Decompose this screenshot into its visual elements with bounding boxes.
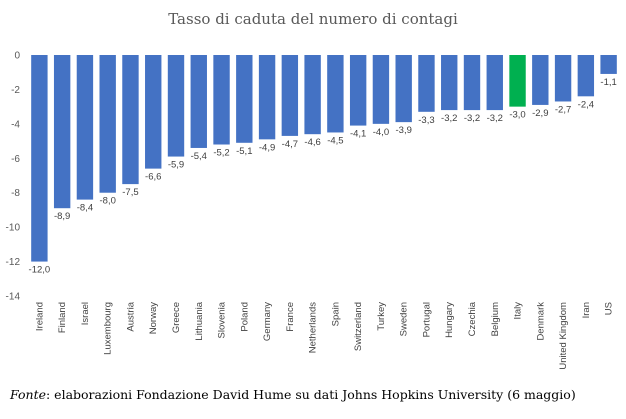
data-label: -3,0: [509, 110, 525, 121]
x-tick-label: Netherlands: [308, 302, 319, 353]
chart-title: Tasso di caduta del numero di contagi: [168, 10, 458, 28]
x-tick-label: Lithuania: [194, 301, 205, 340]
bar: [236, 55, 253, 143]
x-axis: Ireland Finland Israel Luxembourg Austria Nor…: [34, 301, 614, 369]
source-text: : elaborazioni Fondazione David Hume su …: [46, 387, 576, 402]
bar: [258, 55, 276, 140]
y-tick-label: -6: [11, 154, 20, 165]
y-tick-label: -12: [6, 257, 21, 268]
data-label: -7,5: [122, 187, 138, 198]
x-tick-label: Finland: [57, 302, 68, 333]
data-label: -8,4: [77, 203, 93, 214]
data-label: -3,2: [464, 113, 480, 124]
bar: [509, 55, 526, 107]
bar: [600, 55, 617, 74]
bar: [372, 55, 390, 124]
bar: [190, 55, 207, 148]
bar: [327, 55, 344, 133]
x-tick-label: France: [285, 302, 296, 332]
bar: [99, 55, 116, 193]
x-tick-label: Austria: [125, 301, 136, 331]
x-tick-label: Luxembourg: [103, 302, 114, 355]
y-tick-label: -14: [6, 292, 21, 303]
bar: [349, 55, 367, 126]
source-prefix: Fonte: [10, 387, 46, 402]
x-tick-label: Sweden: [399, 302, 410, 336]
bar: [167, 55, 185, 157]
bar: [418, 55, 435, 112]
data-label: -3,2: [487, 113, 503, 124]
data-label: -2,4: [578, 99, 594, 110]
data-label: -5,4: [191, 151, 207, 162]
x-tick-label: United Kingdom: [558, 302, 569, 370]
x-tick-label: Slovenia: [217, 301, 228, 338]
bars: [31, 55, 617, 262]
data-label: -4,9: [259, 142, 275, 153]
bar: [395, 55, 412, 123]
x-tick-label: Spain: [330, 302, 341, 326]
data-label: -6,6: [145, 172, 161, 183]
x-tick-label: Ireland: [34, 302, 45, 331]
x-tick-label: Czechia: [467, 301, 478, 336]
y-axis: 0 -2 -4 -6 -8 -10 -12 -14: [6, 51, 21, 303]
bar: [145, 55, 162, 169]
bar: [53, 55, 71, 209]
data-label: -4,7: [282, 139, 298, 150]
data-label: -4,5: [327, 135, 343, 146]
x-tick-label: Italy: [513, 302, 524, 320]
x-tick-label: Denmark: [535, 302, 546, 341]
bar: [463, 55, 481, 111]
x-tick-label: Greece: [171, 302, 182, 333]
x-tick-label: Norway: [148, 302, 159, 334]
data-label: -5,1: [236, 146, 252, 157]
bar: [122, 55, 139, 185]
y-tick-label: -4: [11, 119, 20, 130]
data-label: -12,0: [29, 265, 51, 276]
bar: [213, 55, 230, 145]
data-label: -4,1: [350, 129, 366, 140]
data-label: -3,3: [418, 115, 434, 126]
data-labels: -12,0 -8,9 -8,4 -8,0 -7,5 -6,6 -5,9 -5,4 -5,2 -5,…: [29, 77, 617, 276]
bar: [532, 55, 549, 105]
x-tick-label: Israel: [80, 302, 91, 325]
bar-chart: Tasso di caduta del numero di contagi 0 -…: [6, 10, 617, 370]
data-label: -3,2: [441, 113, 457, 124]
bar: [31, 55, 48, 262]
data-label: -2,7: [555, 104, 571, 115]
data-label: -1,1: [600, 77, 616, 88]
data-label: -4,6: [304, 137, 320, 148]
y-tick-label: -10: [6, 223, 21, 234]
data-label: -8,9: [54, 211, 70, 222]
y-tick-label: -8: [11, 188, 20, 199]
data-label: -2,9: [532, 108, 548, 119]
bar: [441, 55, 458, 111]
x-tick-label: Portugal: [421, 302, 432, 337]
bar: [304, 55, 321, 135]
x-tick-label: Belgium: [490, 302, 501, 336]
x-tick-label: US: [604, 302, 615, 315]
bar: [76, 55, 94, 200]
x-tick-label: Turkey: [376, 302, 387, 331]
data-label: -8,0: [100, 196, 116, 207]
bar: [554, 55, 572, 102]
bar: [281, 55, 299, 136]
x-tick-label: Germany: [262, 302, 273, 341]
bar: [577, 55, 595, 97]
bar: [486, 55, 503, 111]
y-tick-label: -2: [11, 85, 20, 96]
x-tick-label: Switzerland: [353, 302, 364, 351]
source-note: Fonte: elaborazioni Fondazione David Hum…: [10, 387, 620, 402]
data-label: -4,0: [373, 127, 389, 138]
data-label: -5,9: [168, 160, 184, 171]
x-tick-label: Hungary: [444, 302, 455, 338]
data-label: -5,2: [213, 148, 229, 159]
y-tick-label: 0: [14, 51, 20, 62]
x-tick-label: Poland: [239, 302, 250, 332]
data-label: -3,9: [396, 125, 412, 136]
x-tick-label: Iran: [581, 302, 592, 318]
